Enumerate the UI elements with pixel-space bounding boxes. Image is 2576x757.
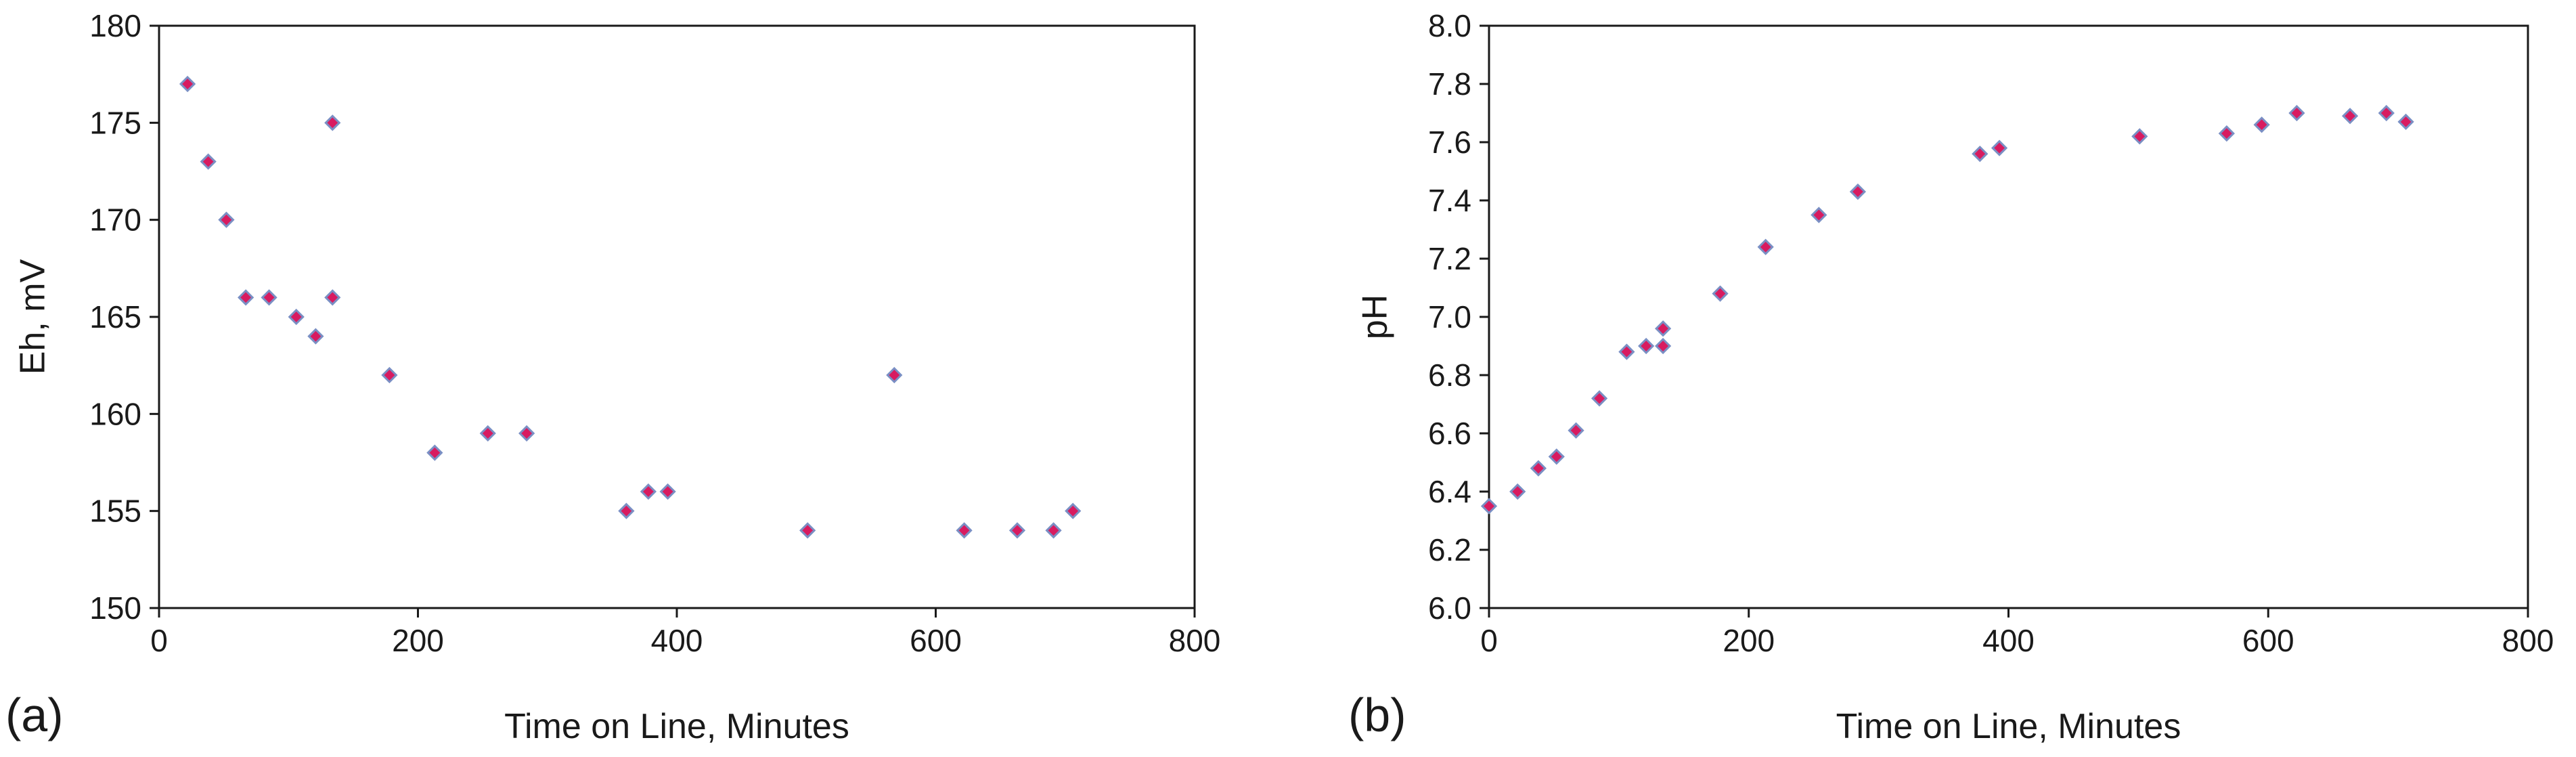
y-tick-label-a: 155	[89, 494, 141, 529]
scatter-points-a	[179, 75, 1082, 539]
y-tick-label-b: 7.2	[1428, 241, 1471, 276]
data-point-a	[1045, 522, 1062, 539]
data-point-a	[659, 483, 676, 500]
data-point-a	[288, 308, 305, 326]
data-point-a	[640, 483, 657, 500]
data-point-b	[1568, 422, 1584, 439]
data-point-a	[324, 289, 341, 306]
x-tick-label-b: 200	[1723, 623, 1775, 658]
panel-label-b: (b)	[1348, 689, 1406, 741]
data-point-b	[1811, 207, 1827, 223]
data-point-b	[1480, 498, 1498, 515]
data-point-a	[799, 522, 816, 539]
y-tick-label-b: 6.2	[1428, 532, 1471, 567]
data-point-a	[1008, 522, 1026, 539]
data-point-a	[238, 289, 254, 306]
data-point-a	[218, 211, 235, 228]
scatter-points-b	[1480, 104, 2414, 515]
data-point-b	[1591, 390, 1608, 407]
y-tick-label-b: 7.4	[1428, 183, 1471, 218]
data-point-a	[1065, 502, 1082, 519]
x-tick-label-b: 600	[2242, 623, 2294, 658]
data-point-a	[956, 522, 973, 539]
y-axis-label-a: Eh, mV	[14, 259, 53, 374]
data-point-a	[200, 153, 217, 170]
y-tick-label-a: 175	[89, 105, 141, 140]
data-point-a	[179, 75, 196, 93]
y-tick-label-b: 8.0	[1428, 8, 1471, 43]
data-point-a	[426, 444, 443, 461]
chart-panel-a: 0 200 400 600 800 150 155 160 165 170 175 180 Time …	[5, 8, 1220, 746]
data-point-b	[2378, 104, 2395, 122]
data-point-b	[1530, 460, 1547, 477]
y-tick-label-b: 7.8	[1428, 66, 1471, 102]
x-tick-label-a: 200	[392, 623, 444, 658]
data-point-b	[1548, 448, 1565, 465]
data-point-b	[1849, 183, 1867, 200]
data-point-b	[2131, 128, 2148, 145]
y-tick-label-b: 6.4	[1428, 474, 1471, 509]
data-point-b	[1712, 285, 1729, 302]
y-tick-label-b: 7.0	[1428, 299, 1471, 334]
y-tick-label-a: 150	[89, 590, 141, 626]
plot-area-b	[1488, 24, 2529, 609]
data-point-a	[886, 366, 903, 384]
x-tick-label-a: 800	[1169, 623, 1221, 658]
y-tick-label-a: 165	[89, 299, 141, 334]
y-tick-label-b: 6.8	[1428, 358, 1471, 393]
x-tick-label-b: 800	[2502, 623, 2554, 658]
data-point-b	[2288, 104, 2305, 122]
y-tick-label-a: 160	[89, 396, 141, 431]
x-axis-label-b: Time on Line, Minutes	[1836, 707, 2181, 746]
data-point-a	[618, 502, 635, 519]
x-axis-label-a: Time on Line, Minutes	[504, 707, 849, 746]
x-tick-label-a: 600	[910, 623, 962, 658]
data-point-a	[381, 366, 398, 384]
data-point-b	[1757, 238, 1774, 255]
axis-ticks-b: 0 200 400 600 800 6.0 6.2 6.4 6.6 6.8 7.0 7.2 7.4 7.6…	[1428, 8, 2554, 658]
y-axis-label-b: pH	[1356, 295, 1395, 339]
x-tick-label-a: 400	[651, 623, 703, 658]
x-tick-label-b: 400	[1982, 623, 2035, 658]
data-point-b	[2253, 116, 2270, 133]
y-tick-label-b: 7.6	[1428, 125, 1471, 160]
data-point-b	[2397, 113, 2414, 131]
data-point-b	[1638, 337, 1655, 355]
data-point-a	[518, 425, 535, 442]
data-point-a	[307, 328, 324, 345]
axis-ticks-a: 0 200 400 600 800 150 155 160 165 170 175 180	[89, 8, 1220, 658]
data-point-b	[2342, 108, 2359, 125]
y-tick-label-a: 170	[89, 202, 141, 238]
x-tick-label-a: 0	[150, 623, 168, 658]
x-tick-label-b: 0	[1480, 623, 1498, 658]
y-tick-label-a: 180	[89, 8, 141, 43]
plot-area-a	[158, 24, 1196, 609]
chart-panel-b: 0 200 400 600 800 6.0 6.2 6.4 6.6 6.8 7.0 7.2 7.4 7.6…	[1348, 8, 2554, 746]
data-point-b	[1509, 483, 1526, 500]
y-tick-label-b: 6.0	[1428, 590, 1471, 626]
data-point-b	[1654, 320, 1672, 337]
data-point-b	[1991, 139, 2008, 156]
data-point-a	[261, 289, 277, 306]
data-point-a	[479, 425, 496, 442]
data-point-a	[324, 114, 341, 131]
data-point-b	[2218, 125, 2235, 142]
y-tick-label-b: 6.6	[1428, 416, 1471, 451]
data-point-b	[1618, 343, 1635, 360]
panel-label-a: (a)	[5, 689, 64, 741]
data-point-b	[1972, 146, 1989, 163]
data-point-b	[1654, 337, 1672, 355]
